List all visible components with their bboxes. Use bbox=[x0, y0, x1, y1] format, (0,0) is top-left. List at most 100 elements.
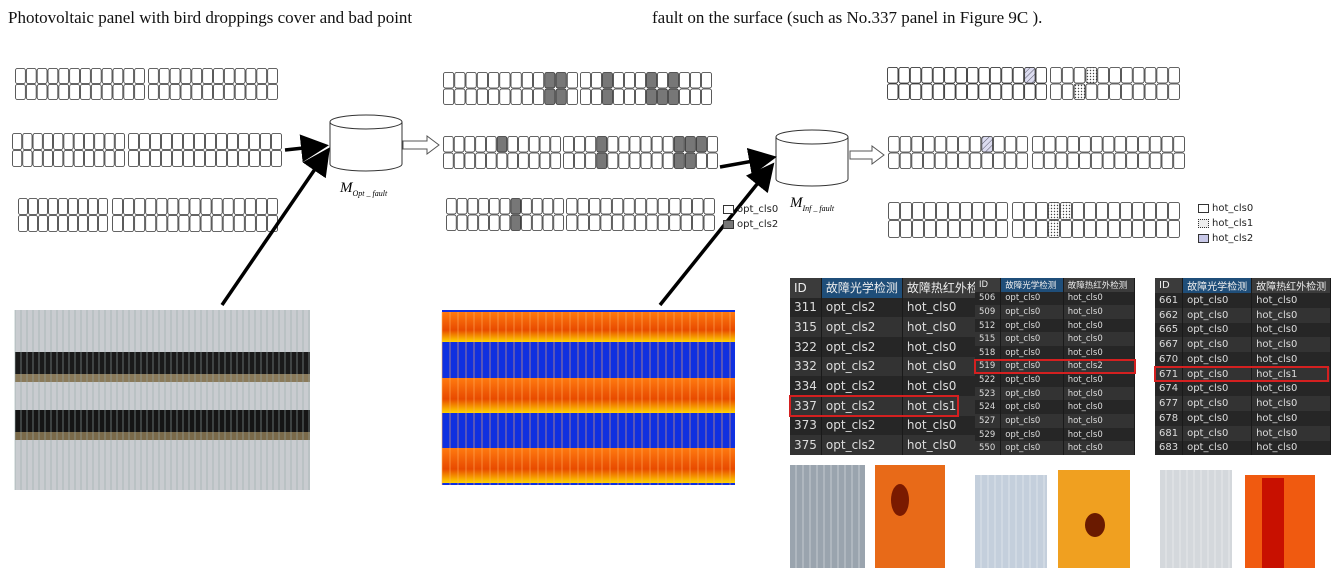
panel-cell bbox=[961, 221, 972, 238]
panel-cell bbox=[33, 134, 42, 150]
panel-cell bbox=[69, 199, 78, 215]
table-cell: 515 bbox=[975, 332, 1001, 346]
panel-cell bbox=[522, 89, 532, 105]
header-cell[interactable]: ID bbox=[975, 278, 1001, 292]
panel-cell bbox=[1073, 203, 1084, 220]
table-cell: hot_cls0 bbox=[1252, 426, 1331, 441]
panel-cell bbox=[1098, 68, 1109, 84]
panel-cell bbox=[1121, 68, 1132, 84]
header-cell[interactable]: ID bbox=[1155, 278, 1183, 293]
panel-cell bbox=[1169, 84, 1180, 100]
panel-cell bbox=[159, 69, 169, 84]
header-cell[interactable]: 故障热红外检测 bbox=[1252, 278, 1331, 293]
table-cell: opt_cls0 bbox=[1001, 414, 1063, 428]
panel-cell bbox=[1157, 203, 1168, 220]
panel-cell bbox=[500, 199, 510, 215]
panel-cell bbox=[70, 69, 80, 84]
header-cell[interactable]: 故障热红外检测 bbox=[1063, 278, 1134, 292]
table-cell: 683 bbox=[1155, 441, 1183, 456]
header-cell[interactable]: 故障光学检测 bbox=[1001, 278, 1063, 292]
panel-cell bbox=[589, 215, 599, 231]
panel-cell bbox=[522, 73, 532, 89]
panel-cell bbox=[702, 73, 712, 89]
panel-cell bbox=[476, 153, 486, 169]
panel-cell bbox=[465, 137, 475, 153]
header-cell[interactable]: 故障光学检测 bbox=[821, 278, 902, 298]
panel-cell bbox=[1025, 84, 1035, 100]
panel-cell bbox=[522, 199, 532, 215]
panel-cell bbox=[913, 203, 924, 220]
panel-cell bbox=[1051, 68, 1062, 84]
panel-cell bbox=[567, 215, 577, 231]
panel-cell bbox=[670, 199, 680, 215]
panel-cell bbox=[924, 137, 935, 153]
header-cell[interactable]: 故障光学检测 bbox=[1183, 278, 1252, 293]
panel-cell bbox=[924, 153, 935, 169]
panel-cell bbox=[223, 216, 233, 232]
panel-cell bbox=[997, 203, 1008, 220]
panel-cell bbox=[37, 69, 47, 84]
panel-cell bbox=[1150, 153, 1161, 169]
panel-cell bbox=[564, 153, 574, 169]
panel-cell bbox=[256, 216, 266, 232]
panel-cell bbox=[113, 85, 123, 100]
table-cell: 661 bbox=[1155, 293, 1183, 308]
panel-cell bbox=[84, 151, 93, 167]
panel-cell bbox=[691, 89, 701, 105]
panel-cell bbox=[556, 73, 566, 89]
panel-cell bbox=[476, 137, 486, 153]
panel-cell bbox=[234, 216, 244, 232]
table-cell: hot_cls0 bbox=[1252, 382, 1331, 397]
panel-cell bbox=[973, 203, 984, 220]
panel-cell bbox=[910, 84, 920, 100]
table-cell: 512 bbox=[975, 319, 1001, 333]
panel-cell bbox=[1025, 68, 1035, 84]
highlight-box bbox=[789, 395, 959, 417]
panel-cell bbox=[1157, 68, 1168, 84]
panel-cell bbox=[1056, 153, 1067, 169]
panel-cell bbox=[157, 199, 167, 215]
panel-cell bbox=[239, 151, 249, 167]
panel-cell bbox=[532, 215, 542, 231]
panel-cell bbox=[173, 151, 183, 167]
panel-cell bbox=[223, 199, 233, 215]
panel-cell bbox=[477, 89, 487, 105]
panel-cell bbox=[1044, 137, 1055, 153]
table-cell: opt_cls2 bbox=[821, 298, 902, 318]
panel-cell bbox=[64, 134, 73, 150]
panel-cell bbox=[1025, 203, 1036, 220]
panel-cell bbox=[489, 199, 499, 215]
panel-cell bbox=[135, 199, 145, 215]
panel-cell bbox=[1073, 221, 1084, 238]
panel-cell bbox=[192, 69, 202, 84]
header-cell[interactable]: ID bbox=[790, 278, 821, 298]
panel-cell bbox=[468, 199, 478, 215]
